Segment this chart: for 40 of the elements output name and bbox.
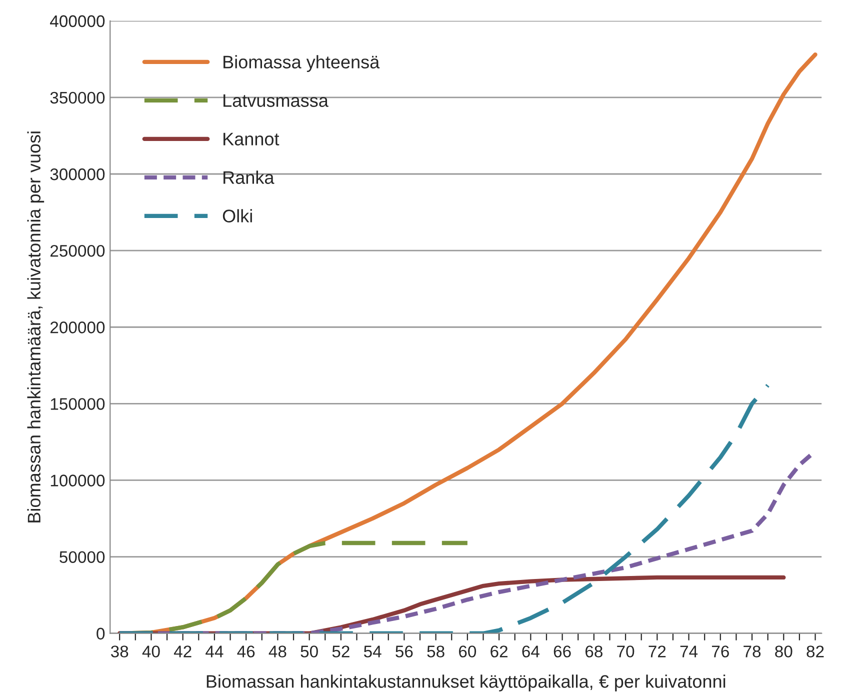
x-tick-label: 80 [775,646,792,658]
x-tick-label: 42 [174,646,192,658]
y-tick-label: 250000 [50,244,105,257]
line-series [118,383,770,634]
x-tick-label: 50 [300,646,318,658]
legend-label: Ranka [224,170,274,184]
x-tick-label: 70 [617,646,634,658]
y-tick-label: 300000 [50,168,105,180]
y-tick-label: 50000 [60,551,105,564]
y-tick-label: 0 [96,628,105,640]
x-tick-label: 40 [142,646,160,658]
x-tick-label: 64 [522,646,540,658]
x-tick-label: 72 [648,646,666,658]
y-tick-label: 350000 [50,92,105,104]
x-tick-label: 68 [585,646,602,658]
y-tick-label: 150000 [50,398,105,410]
x-tick-label: 46 [237,646,255,658]
x-tick-label: 74 [680,646,698,658]
x-tick-label: 60 [459,646,476,658]
x-tick-label: 66 [554,646,571,658]
x-tick-label: 48 [268,646,286,658]
x-tick-label: 56 [396,646,413,658]
x-tick-label: 44 [206,646,224,658]
x-tick-label: 76 [712,646,729,658]
legend-label: Kannot [224,132,280,146]
x-tick-label: 38 [110,646,128,658]
y-tick-label: 200000 [50,322,105,334]
y-tick-label: 100000 [50,474,105,486]
x-tick-label: 78 [744,646,761,658]
x-tick-label: 58 [427,646,444,658]
legend-label: Latvusmassa [224,94,328,107]
x-tick-label: 52 [332,646,350,658]
legend-label: Biomassa yhteensä [224,55,380,72]
x-tick-label: 54 [364,646,382,658]
y-tick-label: 400000 [50,15,105,28]
legend-label: Olki [222,209,252,222]
x-tick-label: 82 [806,646,824,658]
x-tick-label: 62 [490,646,508,658]
y-axis-title: Biomassan hankintamäärä, kuivatonnia per vuosi [27,132,44,522]
x-axis-title: Biomassan hankintakustannukset käyttöpaikalla, € per kuivatonni [206,674,726,692]
